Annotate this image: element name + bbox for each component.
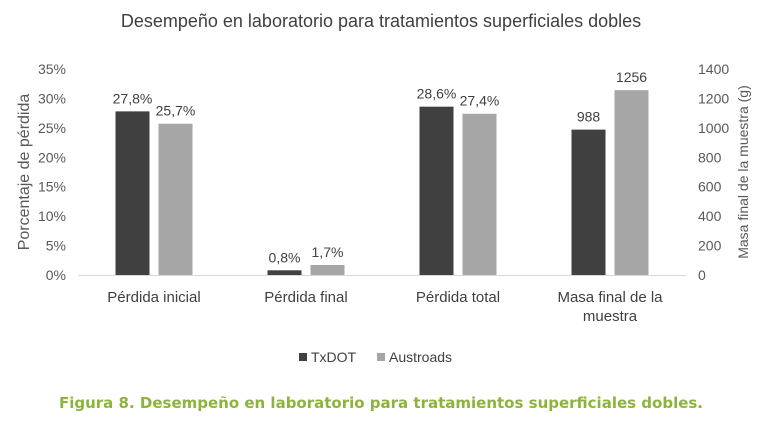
data-label: 25,7% <box>156 103 196 119</box>
data-label: 28,6% <box>417 86 457 102</box>
y-tick-label: 25% <box>38 120 66 136</box>
legend-label: TxDOT <box>311 349 357 365</box>
y-tick-label: 35% <box>38 61 66 77</box>
legend-swatch <box>299 353 307 361</box>
data-label: 988 <box>577 109 601 125</box>
y-tick-label: 10% <box>38 208 66 224</box>
y-tick-label: 30% <box>38 90 66 106</box>
y-axis-label: Porcentaje de pérdida <box>16 94 33 251</box>
bar <box>158 123 193 275</box>
chart-title: Desempeño en laboratorio para tratamient… <box>121 11 641 31</box>
x-category-label: Masa final de la <box>557 289 663 306</box>
bar <box>419 106 454 275</box>
y2-tick-label: 200 <box>698 238 722 254</box>
data-label: 27,4% <box>460 93 500 109</box>
y-tick-label: 15% <box>38 179 66 195</box>
figure-caption: Figura 8. Desempeño en laboratorio para … <box>58 394 704 412</box>
y-tick-label: 0% <box>46 267 66 283</box>
bar <box>614 90 649 275</box>
y2-tick-label: 600 <box>698 179 722 195</box>
legend-label: Austroads <box>389 349 452 365</box>
data-label: 0,8% <box>269 249 301 265</box>
bar <box>571 129 606 275</box>
y2-tick-label: 800 <box>698 149 722 165</box>
y-tick-label: 20% <box>38 149 66 165</box>
y2-tick-label: 1200 <box>698 90 729 106</box>
data-label: 1256 <box>616 69 647 85</box>
y2-tick-label: 400 <box>698 208 722 224</box>
x-category-label: muestra <box>583 308 638 325</box>
y2-tick-label: 1400 <box>698 61 729 77</box>
y2-axis-label: Masa final de la muestra (g) <box>735 85 751 259</box>
bar <box>310 264 345 275</box>
y2-tick-label: 0 <box>698 267 706 283</box>
bar <box>462 113 497 275</box>
y2-tick-label: 1000 <box>698 120 729 136</box>
legend-swatch <box>377 353 385 361</box>
data-label: 1,7% <box>312 244 344 260</box>
x-category-label: Pérdida inicial <box>107 289 200 306</box>
data-label: 27,8% <box>113 90 153 106</box>
y-tick-label: 5% <box>46 238 66 254</box>
x-category-label: Pérdida final <box>264 289 347 306</box>
x-category-label: Pérdida total <box>416 289 500 306</box>
bar <box>267 270 302 275</box>
bar <box>115 111 150 276</box>
